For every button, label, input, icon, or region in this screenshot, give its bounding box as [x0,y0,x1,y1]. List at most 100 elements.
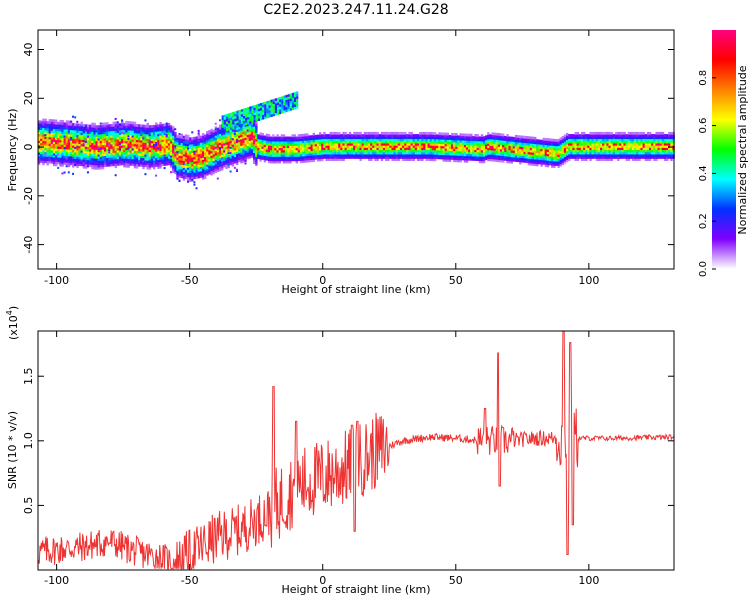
spectrogram-cell [299,160,303,164]
spectrogram-cell [614,151,618,155]
spectrogram-cell [238,112,241,115]
spectrogram-cell [131,135,134,138]
spectrogram-cell [76,136,79,140]
spectrogram-cell [228,113,231,116]
spectrogram-cell [174,160,177,164]
spectrogram-cell [327,142,330,146]
spectrogram-cell [46,160,49,164]
spectrogram-cell [199,142,203,146]
spectrogram-cell [646,136,650,140]
spectrogram-cell [374,140,377,144]
spectrogram-cell [93,162,96,166]
spectrogram-cell [580,151,584,155]
spectrogram-cell [291,102,295,106]
spectrogram-cell [42,149,45,153]
spectrogram-cell [468,133,471,137]
spectrogram-cell [448,134,452,138]
spectrogram-cell [653,134,656,137]
spectrogram-cell [142,150,145,154]
spectrogram-cell [206,155,209,159]
spectrogram-cell [602,158,605,162]
spectrogram-cell [314,137,318,140]
spectrogram-cell [208,156,211,160]
spectrogram-cell [655,131,658,135]
spectrogram-cell [666,134,669,137]
spectrogram-cell [587,145,590,148]
spectrogram-cell [353,147,356,151]
spectrogram-cell [663,138,667,142]
spectrogram-cell [99,135,103,139]
spectrogram-cell [242,131,245,135]
spectrogram-cell [169,162,173,166]
spectrogram-cell [395,156,399,159]
spectrogram-cell [84,152,88,156]
spectrogram-cell [534,154,537,158]
spectrogram-cell [108,159,111,163]
spectrogram-cell [42,127,45,131]
spectrogram-cell [178,150,181,154]
spectrogram-cell [625,156,628,159]
spectrogram-cell [553,143,556,147]
spectrogram-cell [69,142,73,146]
spectrogram-cell [210,150,213,154]
spectrogram-cell [655,134,658,137]
spectrogram-cell [342,158,345,162]
spectrogram-cell [116,145,120,149]
spectrogram-cell [214,137,218,141]
spectrogram-cell [572,140,575,144]
spectrogram-cell [238,150,241,154]
spectrogram-cell [240,143,243,146]
spectrogram-cell [372,131,375,135]
spectrogram-cell [461,133,465,137]
spectrogram-cell [480,149,484,153]
spectrogram-cell [129,151,132,155]
spectrogram-cell [57,157,60,160]
spectrogram-cell [461,139,465,143]
spectrogram-cell [72,131,75,135]
spectrogram-cell [395,134,399,137]
spectrogram-cell [199,151,203,154]
spectrogram-cell [306,144,309,148]
spectrogram-cell [191,176,194,180]
spectrogram-cell [163,156,167,160]
spectrogram-cell [184,138,188,142]
spectrogram-cell [101,155,105,159]
spectrogram-cell [248,153,252,157]
spectrogram-cell [99,162,103,166]
spectrogram-cell [178,161,181,165]
spectrogram-cell [187,172,190,175]
spectrogram-cell [359,158,362,162]
spectrogram-cell [257,108,261,112]
spectrogram-cell [69,153,73,157]
spectrogram-cell [370,145,373,148]
spectrogram-cell [510,152,514,155]
spectrogram-cell [485,150,488,154]
spectrogram-cell [299,142,303,146]
spectrogram-cell [108,142,111,145]
spectrogram-cell [499,148,503,152]
spectrogram-cell [50,141,54,144]
spectrogram-cell [46,151,49,155]
spectrogram-cell [157,139,160,143]
spectrogram-cell [402,134,405,137]
spectrogram-cell [108,154,111,158]
spectrogram-cell [331,158,335,162]
spectrogram-cell [244,143,247,147]
spectrogram-cell [291,154,294,157]
spectrogram-cell [623,145,626,148]
spectrogram-cell [114,156,118,160]
spectrogram-cell [140,163,143,167]
spectrogram-cell [621,149,624,153]
spectrogram-cell [253,117,256,120]
spectrogram-cell [655,151,658,155]
spectrogram-cell [442,150,445,153]
spectrogram-cell [570,134,573,137]
spectrogram-cell [80,125,83,128]
spectrogram-cell [167,131,171,135]
spectrogram-cell [263,142,267,145]
spectrogram-cell [636,136,639,140]
spectrogram-cell [201,176,205,180]
spectrogram-cell [212,169,215,173]
spectrogram-cell [666,140,669,144]
spectrogram-cell [419,142,422,146]
